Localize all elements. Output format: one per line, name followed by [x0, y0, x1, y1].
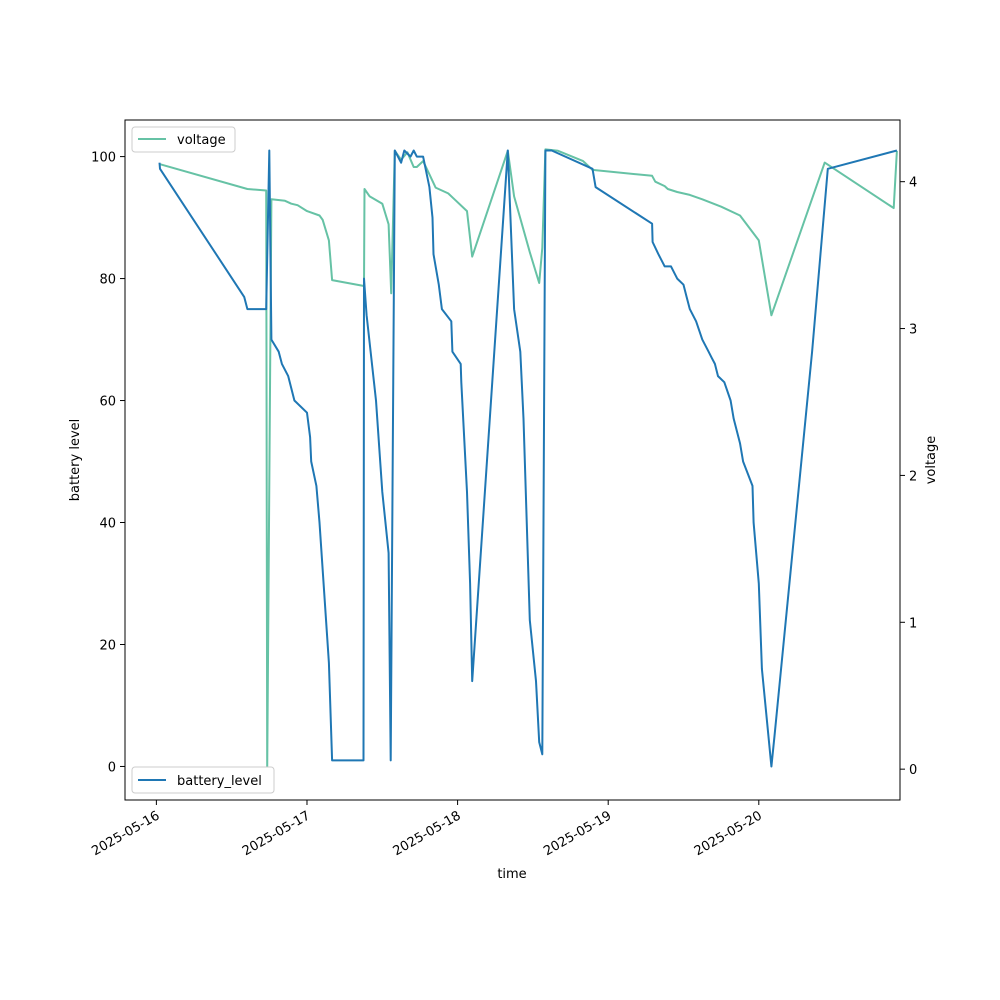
y-left-tick-label: 80	[99, 273, 116, 288]
y-left-tick-label: 20	[99, 638, 116, 653]
x-tick-label: 2025-05-20	[692, 808, 765, 859]
legend-battery-level: battery_level	[131, 766, 275, 794]
y-right-axis-ticks: 0 1 2 3 4	[900, 176, 917, 778]
x-tick-label: 2025-05-17	[240, 808, 313, 859]
series-lines	[158, 148, 898, 771]
y-left-tick-label: 100	[91, 151, 116, 166]
legend-voltage-box	[131, 126, 236, 153]
legend-voltage-label: voltage	[177, 133, 226, 148]
y-right-tick-label: 1	[909, 616, 917, 631]
x-axis-ticks: 2025-05-16 2025-05-17 2025-05-18 2025-05-19…	[89, 800, 765, 859]
y-left-tick-label: 0	[108, 760, 116, 775]
x-tick-label: 2025-05-16	[89, 808, 162, 859]
y-left-tick-label: 60	[99, 395, 116, 410]
y-right-tick-label: 3	[909, 323, 917, 338]
legend-voltage: voltage	[131, 126, 236, 153]
y-right-tick-label: 4	[909, 176, 917, 191]
x-tick-label: 2025-05-18	[391, 808, 464, 859]
y-left-axis-ticks: 0 20 40 60 80 100	[91, 151, 125, 775]
y-left-tick-label: 40	[99, 517, 116, 532]
y-left-axis-label: battery level	[68, 419, 83, 502]
x-tick-label: 2025-05-19	[541, 808, 614, 859]
y-right-tick-label: 0	[909, 763, 917, 778]
plot-frame	[124, 119, 901, 801]
y-right-tick-label: 2	[909, 469, 917, 484]
legend-battery-level-label: battery_level	[177, 774, 262, 789]
x-axis-label: time	[497, 867, 526, 882]
legend-battery-level-box	[131, 766, 275, 794]
series-line-voltage	[159, 148, 898, 771]
series-line-battery-level	[158, 149, 898, 768]
y-right-axis-label: voltage	[924, 436, 939, 485]
